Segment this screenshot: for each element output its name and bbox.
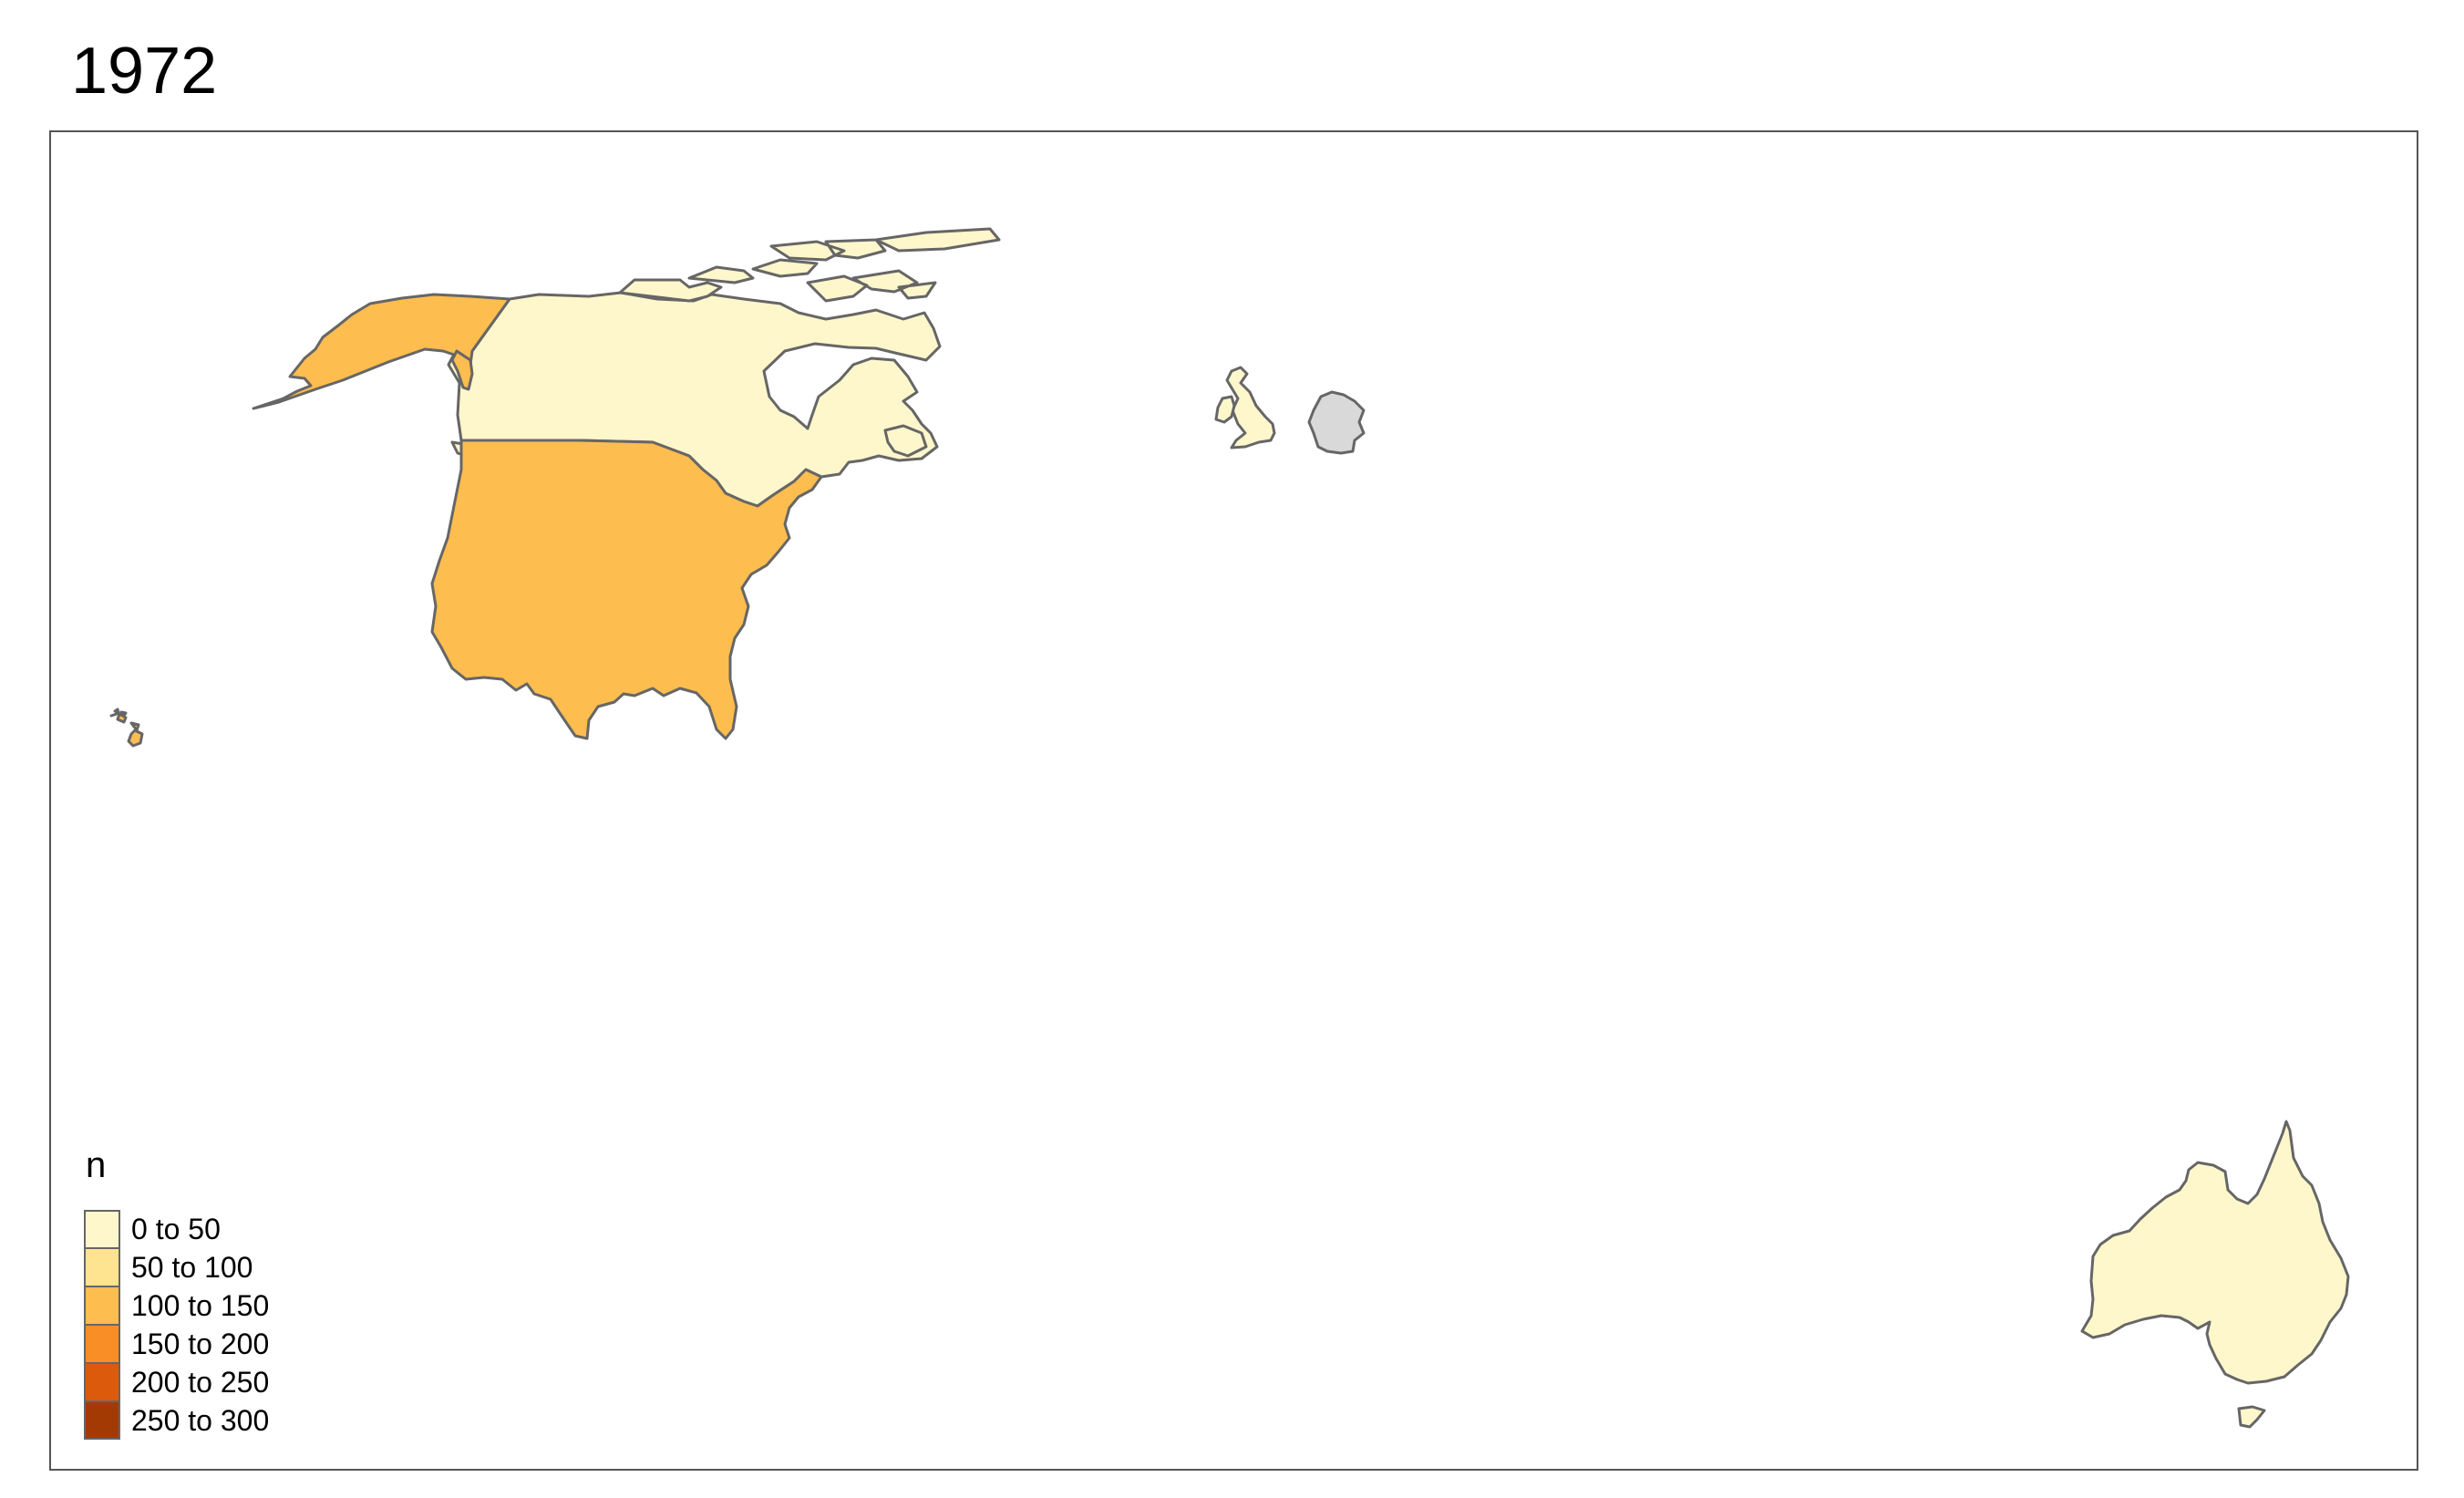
region-united-kingdom[interactable] (1225, 366, 1276, 449)
legend-title: n (86, 1145, 107, 1185)
legend-swatch (84, 1286, 120, 1325)
region-tasmania[interactable] (2237, 1405, 2266, 1429)
legend: n 0 to 50 50 to 100 100 to 150 150 to 20… (84, 1145, 269, 1440)
legend-label: 150 to 200 (131, 1327, 270, 1360)
region-newfoundland[interactable] (883, 424, 928, 458)
legend-label: 250 to 300 (131, 1403, 270, 1437)
legend-rows: 0 to 50 50 to 100 100 to 150 150 to 200 … (84, 1210, 269, 1440)
legend-label: 0 to 50 (131, 1212, 221, 1245)
region-alaska[interactable] (252, 293, 511, 410)
legend-swatch (84, 1401, 120, 1440)
map-title: 1972 (71, 35, 218, 108)
region-canada-islands[interactable] (618, 227, 1001, 303)
map-canvas (109, 227, 2350, 1429)
legend-row: 100 to 150 (84, 1286, 269, 1325)
region-germany[interactable] (1307, 390, 1366, 455)
legend-label: 50 to 100 (131, 1250, 253, 1284)
region-australia[interactable] (2080, 1120, 2350, 1385)
legend-row: 200 to 250 (84, 1363, 269, 1401)
legend-row: 250 to 300 (84, 1401, 269, 1440)
region-ireland[interactable] (1214, 395, 1236, 424)
legend-swatch (84, 1210, 120, 1248)
region-hawaii[interactable] (109, 708, 140, 732)
region-hawaii-big-island[interactable] (127, 728, 144, 748)
region-united-states[interactable] (430, 439, 823, 740)
legend-label: 200 to 250 (131, 1365, 270, 1399)
map-frame (49, 130, 2418, 1471)
legend-row: 150 to 200 (84, 1325, 269, 1363)
legend-row: 50 to 100 (84, 1248, 269, 1286)
legend-row: 0 to 50 (84, 1210, 269, 1248)
legend-swatch (84, 1363, 120, 1401)
legend-label: 100 to 150 (131, 1288, 270, 1322)
region-alaska-panhandle[interactable] (450, 349, 474, 391)
legend-swatch (84, 1248, 120, 1286)
legend-swatch (84, 1325, 120, 1363)
